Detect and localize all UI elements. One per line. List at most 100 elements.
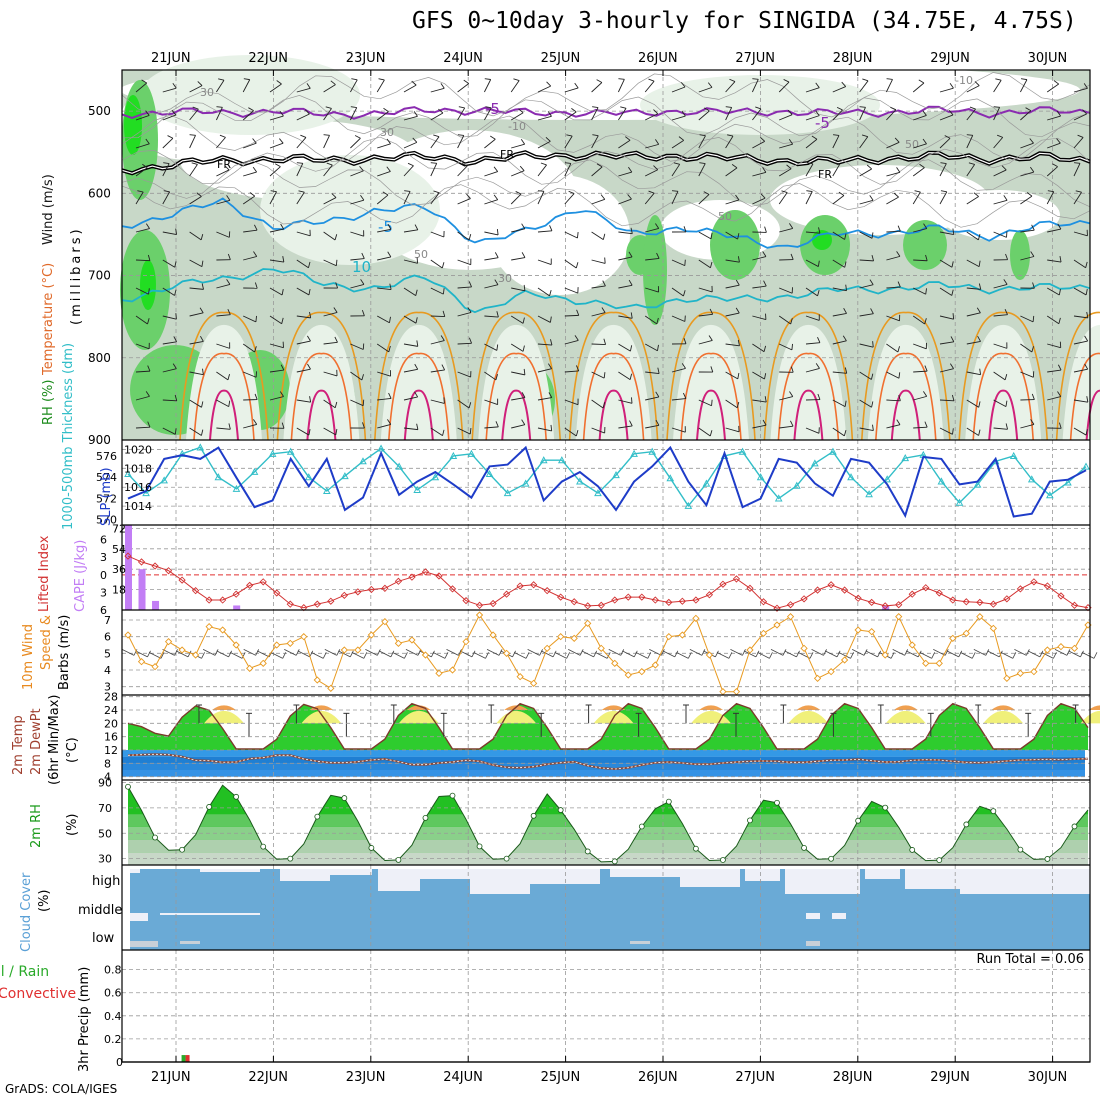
wind-barb-flag xyxy=(414,363,419,370)
lifted-point xyxy=(759,598,768,606)
wind-barb-flag xyxy=(254,346,257,353)
wind-barb-flag xyxy=(469,428,472,435)
wind10-barb-flag xyxy=(498,649,503,656)
wind-barb xyxy=(591,82,603,93)
wind-barb-flag xyxy=(255,315,257,322)
wind-barb xyxy=(966,287,981,290)
wind-barb xyxy=(1073,399,1088,403)
wind-barb xyxy=(912,315,925,325)
wind-barb xyxy=(484,231,499,236)
wind-barb-flag xyxy=(671,190,679,192)
ylabel-wind: Wind (m/s) xyxy=(41,174,56,245)
wind-barb xyxy=(537,230,552,233)
wind-barb xyxy=(993,399,1007,407)
wind-barb xyxy=(725,312,740,317)
thickness-point xyxy=(485,469,494,477)
thickness-point xyxy=(612,471,620,479)
day-label-bottom: 29JUN xyxy=(930,1070,970,1085)
wind-barb-flag xyxy=(1004,309,1008,315)
lifted-point xyxy=(1057,592,1065,600)
wind-barb xyxy=(644,80,655,93)
wind-barb xyxy=(859,231,873,239)
wind-barb xyxy=(913,228,927,233)
wind10-point xyxy=(300,633,308,641)
wind-barb xyxy=(323,427,337,436)
wind-barb xyxy=(457,198,471,205)
cloud-gap xyxy=(470,869,530,894)
wind-barb-flag xyxy=(274,163,281,168)
wind10-point xyxy=(232,641,240,649)
wind-barb-flag xyxy=(631,397,633,404)
wind-barb xyxy=(591,135,599,149)
lifted-point xyxy=(557,593,565,601)
wind-barb-flag xyxy=(537,190,544,192)
wind-barb-flag xyxy=(493,166,499,172)
wind10-barb-flag xyxy=(728,652,733,659)
wind-barb-flag xyxy=(596,163,603,168)
ylabel-lifted: Lifted Index xyxy=(37,535,52,612)
wind-barb xyxy=(618,256,633,261)
wind-barb-flag xyxy=(361,374,364,381)
wind10-barb-flag xyxy=(201,652,205,659)
wind10-barb-flag xyxy=(147,650,151,658)
dew-line-inner xyxy=(127,753,1089,770)
wind10-barb xyxy=(540,650,554,658)
day-label-bottom: 23JUN xyxy=(346,1070,386,1085)
wind-barb xyxy=(430,287,444,295)
wind-barb xyxy=(859,199,874,205)
wind-barb xyxy=(618,343,631,352)
cloud-gap xyxy=(865,869,900,879)
wind-barb xyxy=(323,399,336,409)
wind-barb xyxy=(484,315,499,318)
wind-barb xyxy=(912,167,925,177)
wind-barb-flag xyxy=(540,162,547,166)
wind-barb xyxy=(591,259,606,264)
wind10-barb-flag xyxy=(295,649,300,656)
wind-barb xyxy=(885,79,893,93)
profile-ylabel: RH (%) Temperature (°C) Wind (m/s) xyxy=(41,174,56,425)
wind-barb xyxy=(189,196,202,205)
wind-barb xyxy=(162,287,175,296)
wind-barb-flag xyxy=(137,190,144,193)
wind-barb xyxy=(1047,142,1061,149)
wind-barb-flag xyxy=(386,166,391,172)
wind-barb xyxy=(725,259,740,263)
rh2m-point xyxy=(1044,856,1051,862)
wind-barb-flag xyxy=(276,80,282,85)
wind-barb xyxy=(832,340,847,345)
wind10-barb xyxy=(243,648,256,656)
wind-barb-flag xyxy=(282,256,285,263)
wind-barb-flag xyxy=(415,289,418,296)
wind-barb-flag xyxy=(951,289,954,296)
wind-barb-flag xyxy=(304,109,310,115)
wind10-barb xyxy=(229,651,243,659)
wind-barb xyxy=(269,228,284,233)
wind-barb xyxy=(1020,171,1034,177)
wind-barb xyxy=(430,163,438,177)
lifted-point xyxy=(394,577,403,585)
bl-dome xyxy=(478,324,555,440)
wind10-point xyxy=(421,651,430,659)
wind-barb-flag xyxy=(1005,253,1009,260)
wind-barb xyxy=(832,109,843,121)
isotherm-15 xyxy=(374,311,464,441)
isotherm-25 xyxy=(696,389,726,441)
wind10-barb xyxy=(473,651,486,659)
wind-barb-flag xyxy=(1031,346,1034,353)
thickness-point xyxy=(178,449,187,457)
wind-barb-flag xyxy=(949,363,954,369)
ylabel-temp-units: (°C) xyxy=(65,737,80,763)
rh2m-tick: 90 xyxy=(98,777,112,790)
wind-barb-flag xyxy=(227,253,231,260)
lifted-point xyxy=(868,598,876,607)
wind-barb-flag xyxy=(142,163,148,169)
wind-barb-flag xyxy=(334,336,338,343)
wind-barb xyxy=(162,231,177,235)
wind10-barb xyxy=(392,651,405,659)
lifted-point xyxy=(665,598,673,607)
wind-barb xyxy=(966,312,981,317)
wind-barb xyxy=(966,259,980,268)
isotherm-20 xyxy=(972,352,1034,441)
wind-barb-flag xyxy=(171,110,177,116)
wind-barb-flag xyxy=(468,402,472,409)
